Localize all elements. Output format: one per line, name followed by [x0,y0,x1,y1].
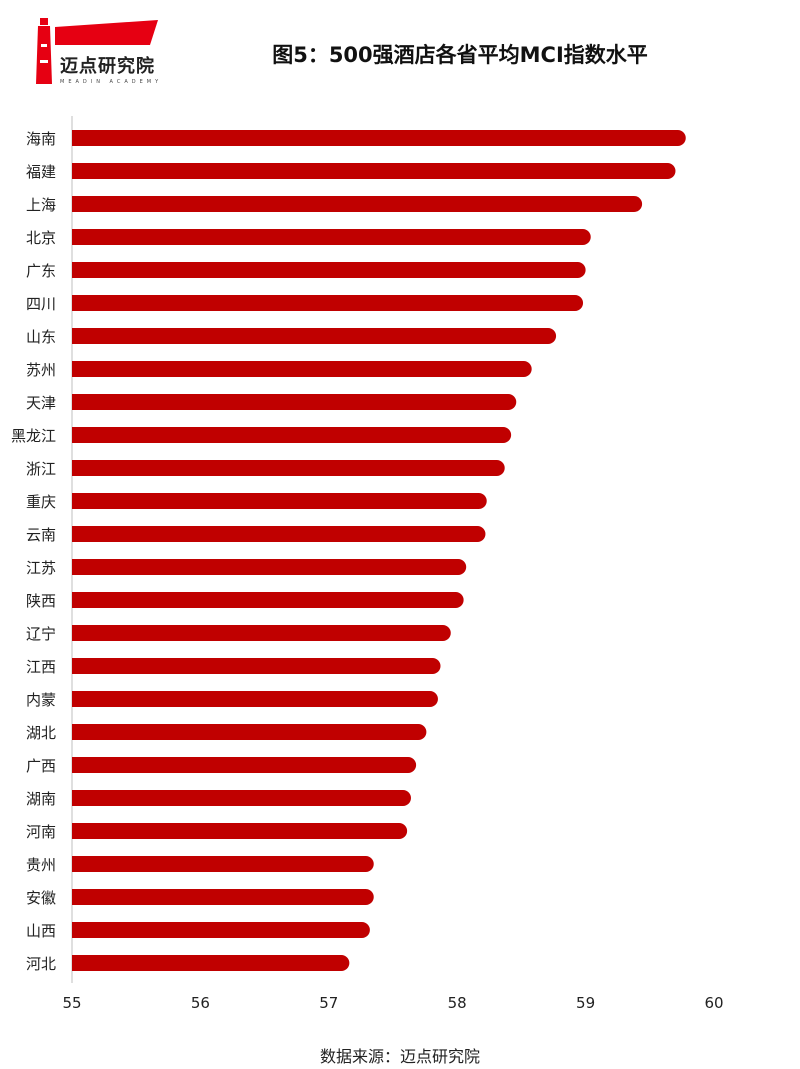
bar-left-cap [72,262,88,278]
category-label: 江西 [26,658,56,676]
category-label: 山东 [26,328,56,346]
bar [72,229,591,245]
category-label: 云南 [26,526,56,544]
bar-left-cap [72,922,88,938]
bar [72,922,370,938]
x-tick-label: 57 [319,994,338,1012]
category-label: 贵州 [26,856,56,874]
logo-subtext: MEADIN ACADEMY [60,79,163,85]
bar [72,658,441,674]
bar-left-cap [72,163,88,179]
bar-left-cap [72,229,88,245]
source-note: 数据来源：迈点研究院 [319,1047,480,1066]
bar [72,328,557,344]
category-label: 重庆 [26,493,56,511]
bar-left-cap [72,394,88,410]
category-label: 福建 [26,163,56,181]
bar-chart: 海南福建上海北京广东四川山东苏州天津黑龙江浙江重庆云南江苏陕西辽宁江西内蒙湖北广… [11,116,724,1012]
x-tick-label: 56 [191,994,210,1012]
category-label: 海南 [26,130,56,148]
bar-left-cap [72,757,88,773]
brand-logo [36,18,158,84]
bar-left-cap [72,196,88,212]
category-label: 江苏 [26,559,56,577]
category-label: 安徽 [26,889,56,907]
bar [72,757,417,773]
bar [72,889,374,905]
bar-left-cap [72,361,88,377]
category-label: 黑龙江 [11,427,56,445]
bar [72,130,686,146]
category-label: 山西 [26,922,56,940]
category-label: 广东 [26,262,56,280]
category-label: 内蒙 [26,691,56,709]
bar [72,559,467,575]
lighthouse-icon [36,18,52,84]
x-tick-label: 55 [62,994,81,1012]
bar-left-cap [72,658,88,674]
bar-left-cap [72,889,88,905]
bar-left-cap [72,559,88,575]
x-tick-label: 59 [576,994,595,1012]
category-label: 浙江 [26,460,56,478]
bar-left-cap [72,625,88,641]
chart-title: 图5：500强酒店各省平均MCI指数水平 [272,43,648,67]
category-label: 上海 [26,196,56,214]
bar [72,625,451,641]
logo-banner-shape [55,20,158,45]
bar [72,361,532,377]
category-label: 苏州 [26,361,56,379]
category-label: 北京 [26,229,56,247]
bar [72,724,427,740]
bar [72,955,350,971]
bar [72,691,438,707]
bar [72,295,584,311]
bar [72,592,464,608]
category-label: 广西 [26,757,56,775]
bar [72,526,486,542]
bar-left-cap [72,724,88,740]
category-label: 湖南 [26,790,56,808]
bar-left-cap [72,328,88,344]
category-label: 辽宁 [26,625,56,643]
x-tick-label: 60 [704,994,723,1012]
bar [72,856,374,872]
bar-left-cap [72,493,88,509]
bar [72,394,517,410]
bar-left-cap [72,427,88,443]
bar-left-cap [72,823,88,839]
bar [72,460,505,476]
bar-left-cap [72,955,88,971]
bar-left-cap [72,592,88,608]
bar-left-cap [72,856,88,872]
bar [72,163,676,179]
category-label: 天津 [26,394,56,412]
category-label: 四川 [26,295,56,313]
category-label: 陕西 [26,592,56,610]
bar-left-cap [72,790,88,806]
bar-left-cap [72,460,88,476]
bar-left-cap [72,295,88,311]
logo-text: 迈点研究院 [60,56,155,77]
bar [72,196,643,212]
bar-left-cap [72,526,88,542]
bar [72,493,487,509]
bar-left-cap [72,691,88,707]
bar-left-cap [72,130,88,146]
category-label: 湖北 [26,724,56,742]
bar [72,262,586,278]
bar [72,790,411,806]
category-label: 河南 [26,823,56,841]
category-label: 河北 [26,955,56,973]
bar [72,823,408,839]
bar [72,427,512,443]
x-tick-label: 58 [448,994,467,1012]
